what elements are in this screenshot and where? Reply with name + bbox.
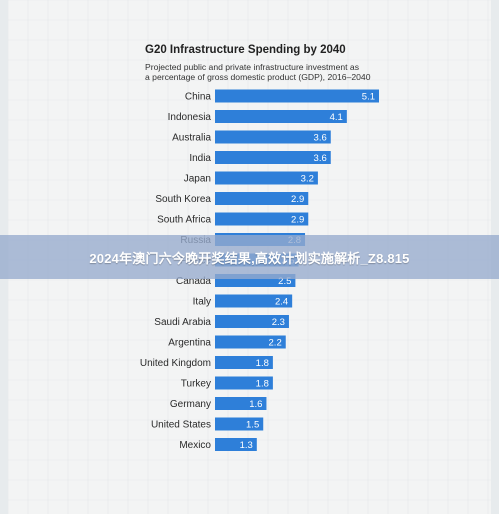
- category-label: Japan: [184, 174, 211, 185]
- chart-title: G20 Infrastructure Spending by 2040: [145, 44, 346, 56]
- bar-value-label: 2.5: [278, 276, 291, 287]
- category-label: Saudi Arabia: [154, 317, 211, 328]
- chart-subtitle-line-1: Projected public and private infrastruct…: [145, 62, 359, 72]
- category-label: South Africa: [157, 215, 211, 226]
- bar: [215, 356, 273, 369]
- bar-value-label: 1.8: [256, 379, 269, 390]
- bar: [215, 438, 257, 451]
- category-label: Italy: [193, 297, 211, 308]
- category-label: Turkey: [181, 379, 211, 390]
- chart-subtitle-line-2: a percentage of gross domestic product (…: [145, 72, 371, 82]
- bar-value-label: 3.6: [314, 133, 327, 144]
- bar-value-label: 2.9: [291, 215, 304, 226]
- category-label: Germany: [170, 399, 211, 410]
- category-label: Mexico: [179, 440, 211, 451]
- bar: [215, 335, 286, 349]
- overlay-banner: 2024年澳门六今晚开奖结果,高效计划实施解析_Z8.815: [0, 235, 499, 279]
- bar: [215, 110, 347, 123]
- category-label: Australia: [172, 133, 211, 144]
- category-label: India: [189, 153, 211, 164]
- category-label: United States: [151, 420, 211, 431]
- category-label: United Kingdom: [140, 358, 211, 369]
- chart-subtitle: Projected public and private infrastruct…: [145, 62, 415, 82]
- bar: [215, 171, 318, 185]
- bar-value-label: 2.9: [291, 194, 304, 205]
- bar: [215, 212, 309, 226]
- bar: [215, 397, 267, 410]
- bar-value-label: 2.2: [269, 338, 282, 349]
- bar-value-label: 4.1: [330, 112, 343, 123]
- bar: [215, 89, 379, 103]
- category-label: Indonesia: [168, 112, 212, 123]
- category-label: China: [185, 92, 212, 103]
- bar: [215, 315, 289, 328]
- bar-value-label: 2.3: [272, 317, 285, 328]
- bar: [215, 376, 273, 390]
- bar: [215, 151, 331, 164]
- banner-text: 2024年澳门六今晚开奖结果,高效计划实施解析_Z8.815: [89, 250, 410, 266]
- bar: [215, 192, 309, 205]
- bar: [215, 294, 293, 308]
- category-label: Canada: [176, 276, 211, 287]
- bar-value-label: 1.3: [240, 440, 253, 451]
- bar-value-label: 1.5: [246, 420, 259, 431]
- bar-value-label: 3.6: [314, 153, 327, 164]
- category-label: Argentina: [168, 338, 211, 349]
- bar: [215, 417, 264, 431]
- bar: [215, 130, 331, 144]
- bar-value-label: 3.2: [301, 174, 314, 185]
- bar-value-label: 2.4: [275, 297, 288, 308]
- category-label: South Korea: [155, 194, 211, 205]
- bar-value-label: 1.8: [256, 358, 269, 369]
- bar-value-label: 5.1: [362, 92, 375, 103]
- bar-value-label: 1.6: [249, 399, 262, 410]
